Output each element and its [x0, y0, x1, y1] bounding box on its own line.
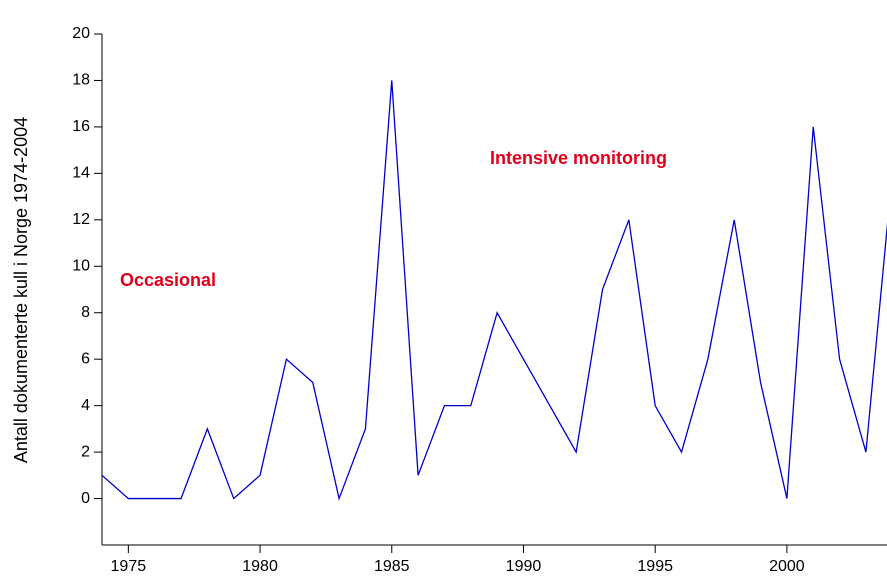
y-tick-label: 8 [81, 304, 90, 321]
y-axis-label: Antall dokumenterte kull i Norge 1974-20… [11, 117, 31, 463]
y-tick-label: 16 [72, 118, 90, 135]
y-tick-label: 6 [81, 350, 90, 367]
y-tick-label: 10 [72, 257, 90, 274]
data-line [102, 80, 887, 501]
annotation: Occasional [120, 270, 216, 290]
y-tick-label: 2 [81, 443, 90, 460]
x-tick-label: 1975 [111, 558, 147, 575]
x-tick-label: 1995 [637, 558, 673, 575]
y-tick-label: 0 [81, 490, 90, 507]
y-tick-label: 4 [81, 397, 90, 414]
x-tick-label: 2000 [769, 558, 805, 575]
annotation: Intensive monitoring [490, 148, 667, 168]
x-tick-label: 1980 [242, 558, 278, 575]
y-tick-label: 14 [72, 165, 90, 182]
x-tick-label: 1990 [506, 558, 542, 575]
y-tick-label: 20 [72, 25, 90, 42]
y-tick-label: 18 [72, 72, 90, 89]
y-tick-label: 12 [72, 211, 90, 228]
x-tick-label: 1985 [374, 558, 410, 575]
